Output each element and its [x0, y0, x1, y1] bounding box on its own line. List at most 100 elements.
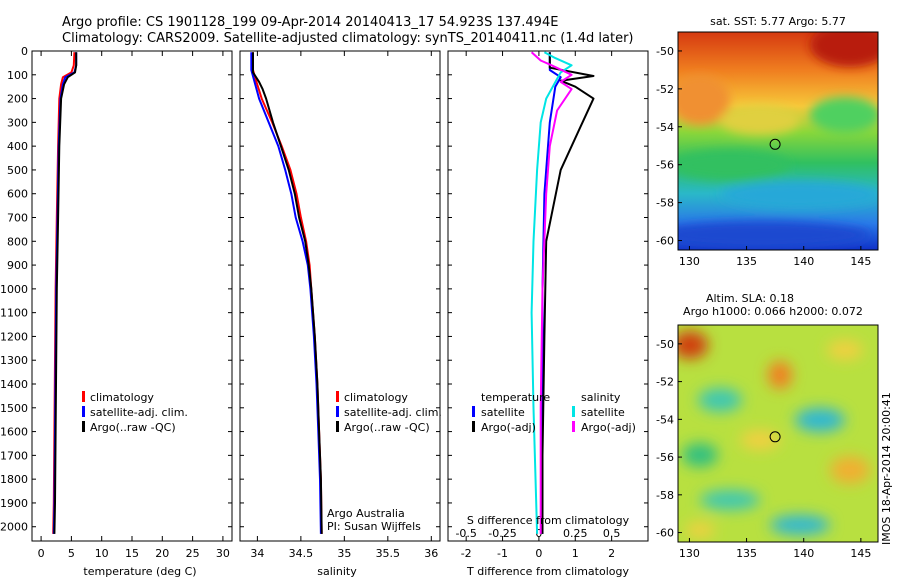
sla-map-frame	[677, 324, 879, 543]
map-y-tick-label: -56	[656, 159, 674, 172]
map-y-tick-label: -56	[656, 451, 674, 464]
imos-stamp: IMOS 18-Apr-2014 20:00:41	[880, 392, 893, 545]
y-tick-label: 1800	[0, 473, 28, 486]
y-tick-label: 1700	[0, 449, 28, 462]
legend-swatch-temp-argo	[472, 421, 475, 432]
annotation-argo-australia: Argo Australia	[327, 507, 405, 520]
map-x-tick-label: 135	[736, 547, 757, 560]
series-line-temperature-satellite	[541, 52, 562, 534]
legend-label: satellite-adj. clim.	[344, 406, 442, 419]
series-line-temperature-argo-adj-	[541, 52, 595, 534]
x-tick-label: 2	[608, 547, 615, 560]
map-y-tick-label: -60	[656, 235, 674, 248]
sla-map-subtitle: Argo h1000: 0.066 h2000: 0.072	[683, 305, 863, 318]
x-tick-label-top: -0.25	[488, 527, 516, 540]
y-tick-label: 300	[7, 116, 28, 129]
sla-heatmap	[678, 325, 878, 542]
legend-label: satellite	[481, 406, 525, 419]
sla-map-title: Altim. SLA: 0.18	[706, 292, 794, 305]
x-tick-label-top: 0.5	[603, 527, 621, 540]
map-y-tick-label: -58	[656, 489, 674, 502]
temperature-legend: climatology satellite-adj. clim. Argo(..…	[82, 391, 188, 434]
map-x-tick-label: 140	[793, 255, 814, 268]
x-tick-label: 20	[155, 547, 169, 560]
map-y-tick-label: -50	[656, 45, 674, 58]
temperature-xlabel: temperature (deg C)	[83, 565, 196, 578]
legend-swatch-sal-satellite	[572, 406, 575, 417]
x-tick-label: -1	[497, 547, 508, 560]
difference-x-axis: -2 -1 0 1 2 -0.5 -0.25 0 0.25 0.5	[448, 50, 648, 560]
x-tick-label: 34	[250, 547, 264, 560]
x-tick-label-top: 0	[535, 527, 542, 540]
x-tick-label: 0	[38, 547, 45, 560]
y-tick-label: 0	[21, 45, 28, 58]
legend-label: Argo(..raw -QC)	[344, 421, 430, 434]
y-tick-label: 1500	[0, 402, 28, 415]
temperature-panel	[31, 50, 233, 542]
legend-swatch-climatology	[82, 391, 85, 402]
y-tick-label: 1300	[0, 354, 28, 367]
sst-heatmap	[678, 32, 878, 250]
annotation-pi: PI: Susan Wijffels	[327, 520, 421, 533]
y-tick-label: 200	[7, 93, 28, 106]
difference-legend: temperature salinity satellite Argo(-adj…	[472, 391, 636, 434]
title-line-1: Argo profile: CS 1901128_199 09-Apr-2014…	[62, 15, 558, 30]
y-tick-label: 1100	[0, 307, 28, 320]
map-x-tick-label: 145	[850, 547, 871, 560]
temperature-x-axis: 0 5 10 15 20 25 30	[32, 50, 232, 560]
x-tick-label-top: -0.5	[455, 527, 476, 540]
series-line-argo-raw-qc-	[53, 52, 78, 534]
map-y-tick-label: -52	[656, 83, 674, 96]
x-tick-label: 34.5	[289, 547, 314, 560]
legend-title-temperature: temperature	[481, 391, 550, 404]
y-tick-label: 100	[7, 69, 28, 82]
x-tick-label: 35	[337, 547, 351, 560]
map-y-tick-label: -60	[656, 527, 674, 540]
legend-swatch-satellite	[82, 406, 85, 417]
x-tick-label-top: 0.25	[563, 527, 588, 540]
legend-label: Argo(-adj)	[481, 421, 536, 434]
difference-series	[530, 51, 595, 534]
map-y-tick-label: -54	[656, 413, 674, 426]
y-tick-label: 1000	[0, 283, 28, 296]
x-tick-label: 36	[424, 547, 438, 560]
y-tick-label: 1600	[0, 426, 28, 439]
map-axes: 130 135 140 145 -50 -52 -54 -56 -58 -60 130 135 140 1…	[656, 45, 871, 560]
salinity-xlabel: salinity	[317, 565, 357, 578]
map-x-tick-label: 130	[679, 547, 700, 560]
x-tick-label: 35.5	[376, 547, 401, 560]
x-tick-label: 1	[572, 547, 579, 560]
legend-label: satellite	[581, 406, 625, 419]
y-tick-label: 1900	[0, 497, 28, 510]
legend-label: satellite-adj. clim.	[90, 406, 188, 419]
difference-xlabel: T difference from climatology	[466, 565, 629, 578]
x-tick-label: 15	[125, 547, 139, 560]
series-line-salinity-satellite	[530, 51, 573, 534]
legend-label: climatology	[344, 391, 408, 404]
legend-swatch-climatology	[336, 391, 339, 402]
y-tick-label: 1400	[0, 378, 28, 391]
difference-panel	[447, 50, 649, 542]
map-y-tick-label: -58	[656, 197, 674, 210]
legend-swatch-argo	[336, 421, 339, 432]
legend-swatch-argo	[82, 421, 85, 432]
x-tick-label: 10	[95, 547, 109, 560]
x-tick-label: 30	[216, 547, 230, 560]
legend-swatch-temp-satellite	[472, 406, 475, 417]
salinity-legend: climatology satellite-adj. clim. Argo(..…	[336, 391, 442, 434]
difference-xlabel-top: S difference from climatology	[467, 514, 630, 527]
salinity-series	[250, 52, 323, 534]
depth-axis: 0 100 200 300 400 500 600 700 800 900 1000 1100 1200…	[0, 45, 28, 534]
series-line-salinity-argo-adj-	[530, 51, 573, 534]
map-y-tick-label: -52	[656, 376, 674, 389]
y-tick-label: 800	[7, 235, 28, 248]
salinity-x-axis: 34 34.5 35 35.5 36	[240, 50, 440, 560]
argo-position-marker-sst	[769, 138, 781, 150]
legend-swatch-sal-argo	[572, 421, 575, 432]
map-x-tick-label: 145	[850, 255, 871, 268]
x-tick-label: 5	[68, 547, 75, 560]
legend-label: climatology	[90, 391, 154, 404]
legend-label: Argo(-adj)	[581, 421, 636, 434]
series-line-argo-raw-qc-	[252, 52, 323, 534]
